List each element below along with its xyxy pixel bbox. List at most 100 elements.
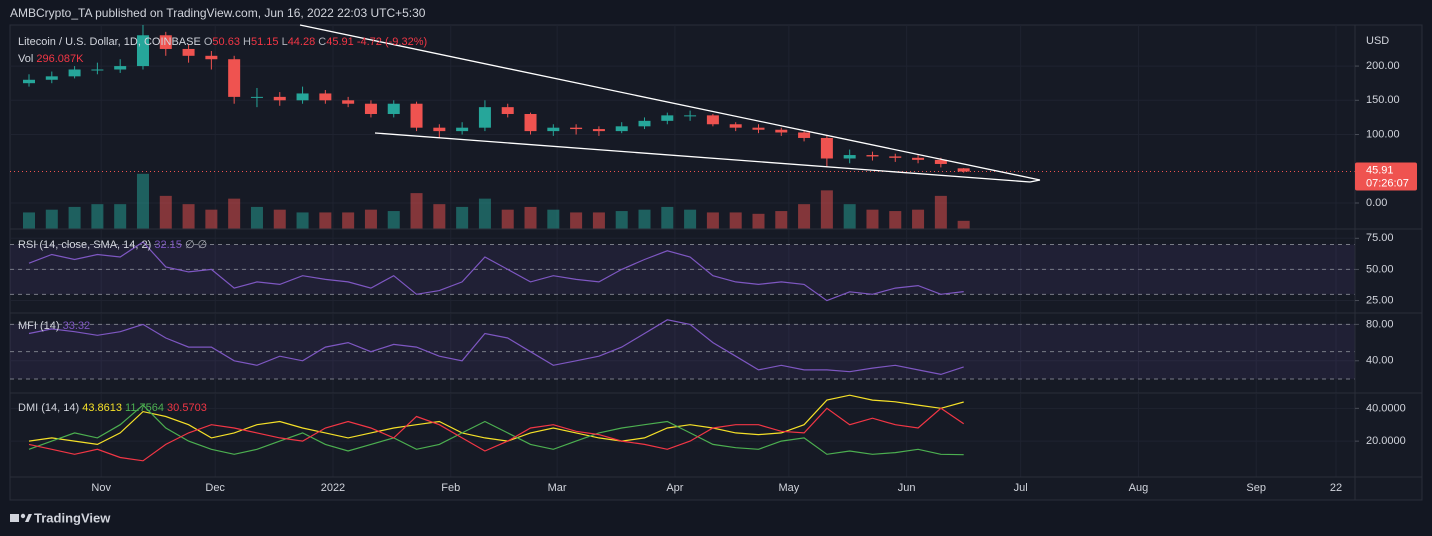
volume-bar <box>433 204 446 229</box>
y-tick-label: 40.0000 <box>1366 402 1406 414</box>
volume-bar <box>524 206 537 229</box>
volume-bar <box>775 211 788 229</box>
footer: TradingView <box>10 510 111 525</box>
y-tick-label: 40.00 <box>1366 355 1394 367</box>
volume-bar <box>319 212 332 229</box>
candle-body <box>843 155 856 159</box>
indicator-line <box>28 394 964 446</box>
indicator <box>10 241 1355 302</box>
logo <box>20 513 26 519</box>
volume-bar <box>866 209 879 229</box>
candle-body <box>387 103 400 114</box>
volume-bar <box>912 209 925 229</box>
volume-bar <box>114 204 127 229</box>
candle-body <box>91 69 104 71</box>
x-tick-label: 2022 <box>321 482 345 494</box>
candle-body <box>798 132 811 138</box>
candle-body <box>456 127 469 132</box>
trendline <box>1029 179 1041 183</box>
candle-body <box>136 35 149 67</box>
x-tick-label: Sep <box>1246 482 1266 494</box>
candle-body <box>478 107 491 128</box>
volume-bar <box>273 209 286 229</box>
candle-body <box>775 129 788 133</box>
volume-bar <box>798 204 811 229</box>
volume-bar <box>342 212 355 229</box>
indicator-line <box>28 319 964 376</box>
volume-legend: Vol 296.087K <box>18 53 84 65</box>
rsi-legend: RSI (14, close, SMA, 14, 2) 32.15 ∅ ∅ <box>18 239 207 251</box>
candle-body <box>410 103 423 128</box>
candle-body <box>45 76 58 80</box>
candle-body <box>638 120 651 127</box>
candle-body <box>615 126 628 132</box>
y-tick-label: 0.00 <box>1366 197 1387 209</box>
last-price-label: 45.91 <box>1366 164 1394 176</box>
indicator <box>10 319 1355 380</box>
plots <box>10 25 1355 462</box>
volume-bar <box>68 206 81 229</box>
volume-bar <box>570 212 583 229</box>
candle-body <box>273 96 286 101</box>
candles <box>22 25 970 173</box>
y-tick-label: 75.00 <box>1366 232 1394 244</box>
trendlines <box>299 24 1041 183</box>
volume-bar <box>22 212 35 229</box>
candle-body <box>706 115 719 125</box>
candle-body <box>661 115 674 121</box>
volume-bar <box>729 212 742 229</box>
volume-bar <box>501 209 514 229</box>
volume-bar <box>159 195 172 229</box>
volume-bar <box>615 211 628 229</box>
candle-body <box>296 93 309 101</box>
volume-bar <box>364 209 377 229</box>
y-tick-label: 50.00 <box>1366 263 1394 275</box>
y-tick-label: 150.00 <box>1366 94 1400 106</box>
volume-bar <box>843 204 856 229</box>
volume-bar <box>91 204 104 229</box>
x-tick-label: 22 <box>1330 482 1342 494</box>
logo <box>25 514 32 522</box>
candle-body <box>934 159 947 164</box>
x-tick-label: Apr <box>666 482 683 494</box>
volume-bar <box>934 195 947 229</box>
indicator <box>28 394 965 462</box>
candle-body <box>957 168 970 172</box>
candle-body <box>319 93 332 101</box>
candle-body <box>729 124 742 128</box>
indicator-line <box>28 404 964 456</box>
volume-bar <box>45 209 58 229</box>
x-tick-label: Nov <box>91 482 111 494</box>
volume-bar <box>228 198 241 229</box>
candle-body <box>866 155 879 157</box>
candle-body <box>912 157 925 160</box>
candle-body <box>592 129 605 132</box>
candle-body <box>889 156 902 158</box>
candle-body <box>159 35 172 49</box>
chart-frame <box>9 24 1423 501</box>
brand: TradingView <box>34 510 111 525</box>
candle-body <box>752 127 765 130</box>
volume-bar <box>661 206 674 229</box>
candle-body <box>547 127 560 132</box>
volume-bar <box>592 212 605 229</box>
candle-body <box>524 113 537 132</box>
volume-bar <box>752 213 765 229</box>
volume-bars <box>22 173 970 229</box>
volume-bar <box>136 173 149 229</box>
candle-body <box>684 115 697 117</box>
volume-bar <box>456 206 469 229</box>
volume-bar <box>296 212 309 229</box>
legends: Litecoin / U.S. Dollar, 1D, COINBASE O50… <box>18 36 427 414</box>
volume-bar <box>706 212 719 229</box>
last-price-box <box>1355 162 1417 191</box>
y-tick-label: 100.00 <box>1366 128 1400 140</box>
volume-bar <box>957 220 970 229</box>
x-tick-label: Feb <box>441 482 460 494</box>
candle-body <box>114 66 127 70</box>
volume-bar <box>638 209 651 229</box>
y-tick-label: 25.00 <box>1366 294 1394 306</box>
price-legend: Litecoin / U.S. Dollar, 1D, COINBASE O50… <box>18 36 427 48</box>
